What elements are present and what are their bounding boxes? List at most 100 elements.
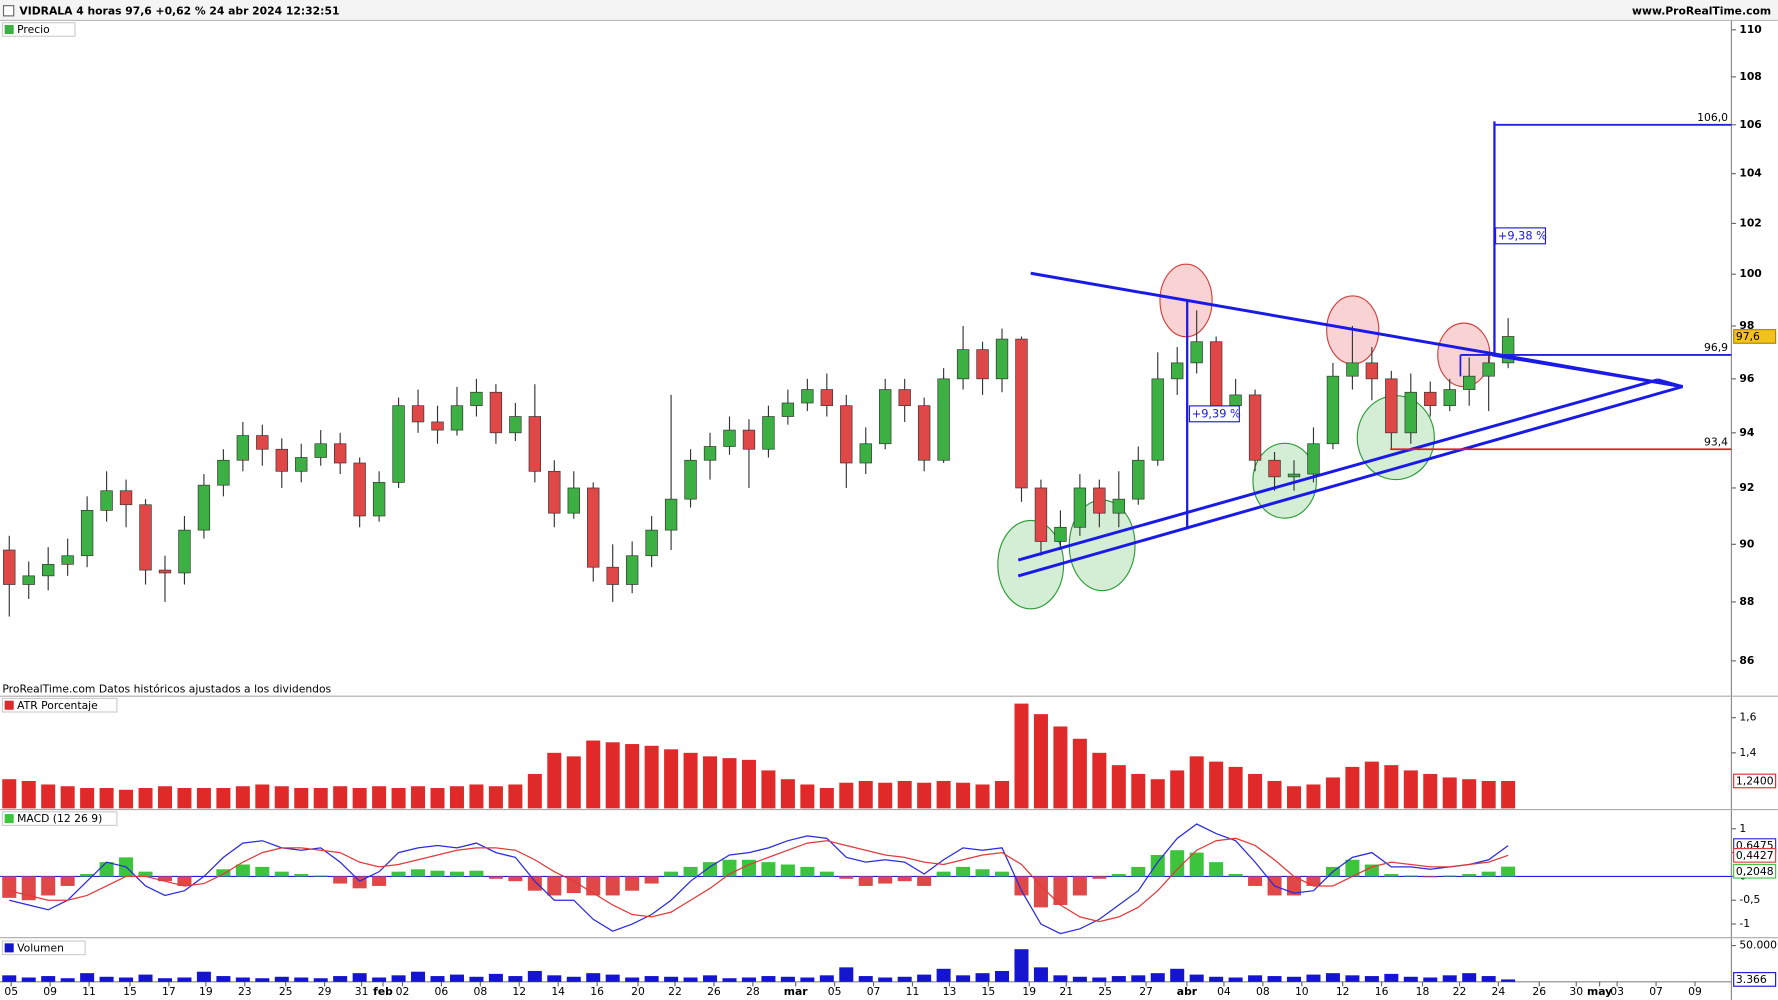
histogram-bar — [897, 876, 912, 882]
histogram-bar — [1189, 852, 1204, 877]
histogram-bar — [664, 871, 679, 877]
histogram-bar — [2, 876, 17, 898]
histogram-bar — [566, 876, 581, 894]
bar — [313, 978, 328, 982]
bar — [1501, 979, 1516, 982]
bar — [1111, 765, 1126, 809]
bar — [741, 977, 756, 982]
last-value-label: 3.366 — [1736, 973, 1767, 986]
bar — [547, 752, 562, 809]
x-tick-label: 06 — [435, 985, 449, 998]
bar — [975, 784, 990, 809]
candle-body — [139, 504, 152, 571]
histogram-bar — [60, 876, 75, 886]
histogram-bar — [1403, 875, 1418, 877]
bar — [1267, 976, 1282, 982]
bar — [80, 787, 95, 809]
legend-box[interactable] — [1, 811, 118, 826]
header-site[interactable]: www.ProRealTime.com — [1632, 4, 1771, 17]
bar — [372, 977, 387, 982]
histogram-bar — [177, 876, 192, 886]
candle-body — [820, 389, 834, 407]
candle-body — [1443, 389, 1456, 407]
candle-body — [917, 405, 931, 461]
bar — [430, 787, 445, 809]
annotation: +9,39 % — [1192, 406, 1241, 420]
bar — [469, 976, 484, 982]
histogram-bar — [138, 871, 153, 877]
header-bar — [0, 0, 1778, 21]
bar — [41, 976, 56, 982]
bar — [975, 973, 990, 982]
histogram-bar — [391, 871, 406, 877]
bar — [1501, 780, 1516, 809]
bar — [1384, 765, 1399, 809]
x-tick-label: 12 — [1336, 985, 1350, 998]
histogram-bar — [1111, 874, 1126, 877]
candle-body — [1287, 473, 1301, 478]
bar — [1364, 761, 1379, 809]
bar — [2, 779, 17, 809]
x-tick-label: 07 — [867, 985, 881, 998]
legend-box[interactable] — [1, 22, 76, 37]
bar — [1423, 977, 1438, 982]
header-icon — [2, 5, 15, 17]
histogram-bar — [936, 871, 951, 877]
x-tick-label: 05 — [828, 985, 842, 998]
x-tick-label: 16 — [1375, 985, 1389, 998]
bar — [1014, 703, 1029, 809]
bar — [352, 787, 367, 809]
candle-body — [450, 405, 464, 431]
bar — [488, 973, 503, 982]
bar — [605, 974, 620, 982]
candle-body — [470, 391, 483, 407]
x-tick-label: 14 — [551, 985, 565, 998]
bar — [1072, 738, 1087, 809]
bar — [1072, 976, 1087, 982]
legend-box[interactable] — [1, 697, 118, 713]
histogram-bar — [1014, 876, 1029, 896]
last-value-label: 0,2048 — [1736, 865, 1774, 878]
bar — [586, 973, 601, 982]
bar — [449, 974, 464, 982]
x-tick-label: 05 — [4, 985, 18, 998]
x-tick-label: 30 — [1569, 985, 1583, 998]
x-tick-label: 26 — [1532, 985, 1546, 998]
histogram-bar — [605, 876, 620, 896]
candle-body — [392, 405, 405, 483]
histogram-bar — [274, 871, 289, 877]
bar — [800, 977, 815, 982]
bar — [664, 976, 679, 982]
bar — [1364, 976, 1379, 982]
bar — [936, 780, 951, 809]
candle-body — [42, 563, 55, 577]
bar — [936, 968, 951, 982]
y-tick-label: 1,4 — [1739, 746, 1756, 759]
histogram-bar — [1072, 876, 1087, 896]
bar — [897, 976, 912, 982]
x-tick-label: 28 — [746, 985, 760, 998]
histogram-bar — [625, 876, 640, 891]
x-tick-label: 21 — [1059, 985, 1073, 998]
header-title: VIDRALA 4 horas 97,6 +0,62 % 24 abr 2024… — [19, 4, 339, 17]
candle-body — [119, 490, 133, 506]
bar — [1345, 766, 1360, 809]
x-tick-label: 26 — [707, 985, 721, 998]
histogram-bar — [527, 876, 542, 891]
legend-box[interactable] — [1, 940, 86, 956]
bar — [1150, 973, 1165, 982]
candle-body — [3, 549, 16, 585]
bar — [430, 976, 445, 982]
last-value-label: 0,4427 — [1736, 849, 1774, 862]
bar — [372, 786, 387, 809]
histogram-bar — [430, 870, 445, 877]
histogram-bar — [255, 866, 270, 877]
histogram-bar — [99, 862, 114, 877]
histogram-bar — [547, 876, 562, 896]
histogram-bar — [683, 866, 698, 877]
bar — [391, 975, 406, 982]
x-tick-label: 09 — [43, 985, 57, 998]
level-label: 96,9 — [1704, 341, 1728, 354]
bar — [1209, 976, 1224, 982]
